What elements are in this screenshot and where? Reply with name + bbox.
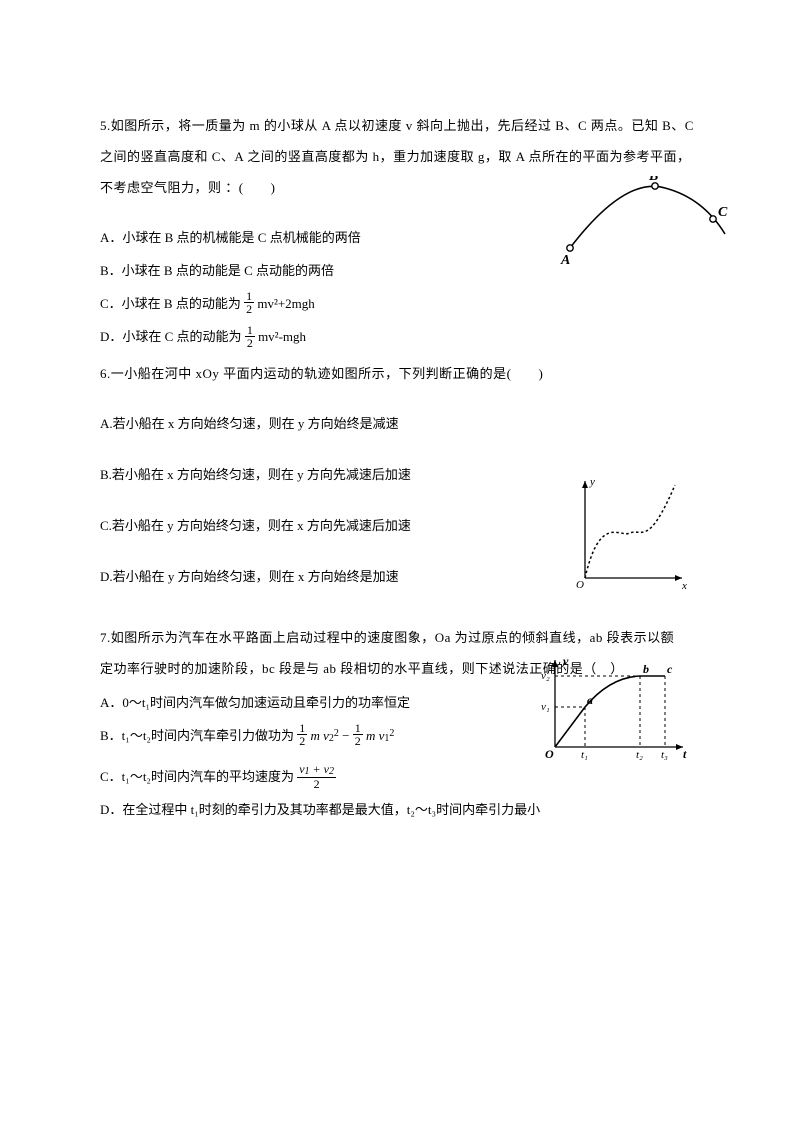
svg-text:v: v [563,654,569,668]
q5-d-pre: D．小球在 C 点的动能为 [100,329,242,344]
svg-text:t₁: t₁ [581,749,588,761]
q5-option-d: D．小球在 C 点的动能为 1 2 mv²-mgh [100,321,700,352]
svg-text:B: B [648,176,658,184]
q5-d-post: mv²-mgh [258,329,306,344]
svg-text:v₁: v₁ [541,701,550,713]
q7-option-c: C．t₁～t₂时间内汽车的平均速度为 v1 + v2 2 [100,761,700,792]
svg-text:x: x [681,580,687,592]
svg-text:b: b [643,662,649,676]
q7-c-pre: C．t₁～t₂时间内汽车的平均速度为 [100,769,294,784]
q6-figure: O x y [570,473,690,593]
svg-text:t: t [683,747,687,761]
fraction-half: 1 2 [245,324,255,349]
q6-option-a: A.若小船在 x 方向始终匀速，则在 y 方向始终是减速 [100,408,700,439]
q7-figure: O v t v₁ v₂ t₁ t₂ t₃ a b c [535,652,690,762]
svg-text:O: O [545,747,554,761]
svg-text:c: c [667,662,673,676]
svg-text:O: O [576,579,584,591]
q5-stem-1: 5.如图所示，将一质量为 m 的小球从 A 点以初速度 v 斜向上抛出，先后经过… [100,110,700,141]
question-7: 7.如图所示为汽车在水平路面上启动过程中的速度图象，Oa 为过原点的倾斜直线，a… [100,622,700,825]
svg-text:a: a [587,693,593,707]
svg-text:t₂: t₂ [636,749,643,761]
fraction-half: 1 2 [244,290,254,315]
svg-text:t₃: t₃ [661,749,668,761]
exam-page: 5.如图所示，将一质量为 m 的小球从 A 点以初速度 v 斜向上抛出，先后经过… [0,0,800,1132]
q5-c-pre: C．小球在 B 点的动能为 [100,296,241,311]
fraction-v1v2-over-2: v1 + v2 2 [297,763,336,790]
fraction-half: 1 2 [297,722,307,747]
q7-stem-1: 7.如图所示为汽车在水平路面上启动过程中的速度图象，Oa 为过原点的倾斜直线，a… [100,622,700,653]
q5-option-c: C．小球在 B 点的动能为 1 2 mv²+2mgh [100,288,700,319]
svg-text:y: y [589,476,595,488]
q6-stem: 6.一小船在河中 xOy 平面内运动的轨迹如图所示，下列判断正确的是( ) [100,358,700,389]
svg-text:C: C [718,205,728,220]
q7-b-pre: B．t₁～t₂时间内汽车牵引力做功为 [100,728,294,743]
q5-c-post: mv²+2mgh [257,296,314,311]
q7-option-d: D．在全过程中 t₁时刻的牵引力及其功率都是最大值，t₂～t₃时间内牵引力最小 [100,794,700,825]
svg-text:v₂: v₂ [541,670,550,682]
q5-figure: A B C [555,176,730,266]
q5-stem-2: 之间的竖直高度和 C、A 之间的竖直高度都为 h，重力加速度取 g，取 A 点所… [100,141,700,172]
question-6: 6.一小船在河中 xOy 平面内运动的轨迹如图所示，下列判断正确的是( ) A.… [100,358,700,592]
svg-text:A: A [560,253,570,266]
question-5: 5.如图所示，将一质量为 m 的小球从 A 点以初速度 v 斜向上抛出，先后经过… [100,110,700,352]
fraction-half: 1 2 [353,722,363,747]
